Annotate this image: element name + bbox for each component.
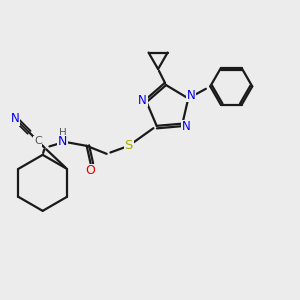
Text: N: N <box>182 120 191 133</box>
Text: N: N <box>138 94 147 106</box>
Text: N: N <box>187 89 196 102</box>
Text: N: N <box>58 135 68 148</box>
Text: N: N <box>11 112 20 125</box>
Text: O: O <box>86 164 96 177</box>
Text: S: S <box>124 140 133 152</box>
Text: C: C <box>34 136 42 146</box>
Text: H: H <box>59 128 67 138</box>
